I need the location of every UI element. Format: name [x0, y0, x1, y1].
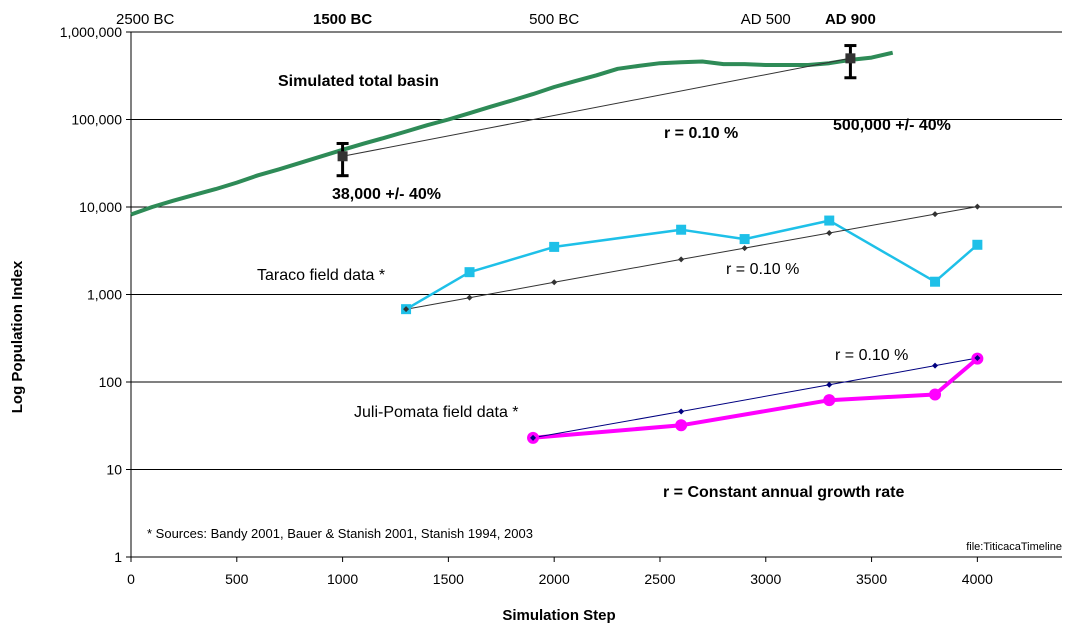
- data-point: [675, 419, 688, 432]
- y-tick-label: 100: [99, 374, 123, 390]
- y-tick-label: 10,000: [79, 199, 122, 215]
- series-line: [130, 50, 894, 217]
- estimate-point: [337, 151, 348, 162]
- annotation-taraco: Taraco field data *: [257, 267, 385, 284]
- annotation-r-taraco: r = 0.10 %: [726, 261, 799, 278]
- y-tick-label: 10: [106, 462, 122, 478]
- data-point: [929, 388, 942, 401]
- data-point: [676, 224, 687, 235]
- y-tick-labels: 1 10 100 1,000 10,000 100,000 1,000,000: [60, 24, 123, 565]
- data-point: [823, 394, 836, 407]
- top-era-label: 1500 BC: [313, 11, 372, 28]
- series-line: [532, 357, 978, 439]
- data-point: [972, 239, 983, 250]
- data-point: [826, 381, 833, 388]
- error-bars: [336, 44, 857, 178]
- x-tick-labels: 0 500 1000 1500 2000 2500 3000 3500 4000: [127, 571, 993, 587]
- data-point: [741, 245, 748, 252]
- annotation-estimate-1500bc: 38,000 +/- 40%: [332, 186, 441, 203]
- x-tick-label: 4000: [962, 571, 993, 587]
- annotation-juli: Juli-Pomata field data *: [354, 404, 519, 421]
- x-tick-label: 1000: [327, 571, 358, 587]
- x-tick-label: 500: [225, 571, 249, 587]
- top-era-label: 2500 BC: [116, 11, 175, 28]
- top-era-label: AD 500: [741, 11, 791, 28]
- data-point: [826, 230, 833, 237]
- data-point: [974, 203, 981, 210]
- data-point: [678, 408, 685, 415]
- data-point: [403, 306, 410, 313]
- data-point: [739, 234, 750, 245]
- x-tick-label: 3000: [750, 571, 781, 587]
- top-era-label: 500 BC: [529, 11, 579, 28]
- annotation-estimate-ad900: 500,000 +/- 40%: [833, 117, 951, 134]
- series-line: [342, 57, 851, 157]
- y-tick-label: 1,000,000: [60, 24, 122, 40]
- data-point: [678, 256, 685, 263]
- data-point: [824, 215, 835, 226]
- x-tick-label: 1500: [433, 571, 464, 587]
- data-point: [464, 267, 475, 278]
- data-point: [932, 362, 939, 369]
- annotation-r-juli: r = 0.10 %: [835, 347, 908, 364]
- series-line: [405, 219, 979, 311]
- annotation-basin: Simulated total basin: [278, 73, 439, 90]
- estimate-point: [845, 53, 856, 64]
- data-point: [549, 241, 560, 252]
- annotation-sources: * Sources: Bandy 2001, Bauer & Stanish 2…: [147, 526, 533, 541]
- x-axis-title: Simulation Step: [502, 607, 615, 624]
- data-point: [466, 294, 473, 301]
- x-tick-label: 2000: [539, 571, 570, 587]
- x-tick-label: 0: [127, 571, 135, 587]
- x-tick-label: 3500: [856, 571, 887, 587]
- series-line: [406, 206, 978, 310]
- data-point: [930, 276, 941, 287]
- y-axis-title: Log Population Index: [9, 260, 26, 413]
- x-tick-label: 2500: [644, 571, 675, 587]
- data-point: [932, 211, 939, 218]
- data-point: [530, 434, 537, 441]
- top-era-label: AD 900: [825, 11, 876, 28]
- y-tick-label: 1: [114, 549, 122, 565]
- top-era-labels: 2500 BC 1500 BC 500 BC AD 500 AD 900: [116, 11, 876, 28]
- data-point: [551, 279, 558, 286]
- data-points: [401, 203, 984, 444]
- grid-lines: [126, 31, 1062, 562]
- data-point: [974, 355, 981, 362]
- y-tick-label: 1,000: [87, 287, 122, 303]
- annotation-r-basin: r = 0.10 %: [664, 125, 738, 142]
- y-tick-label: 100,000: [71, 112, 122, 128]
- annotation-file: file:TiticacaTimeline: [966, 541, 1062, 553]
- annotation-growth-rate-definition: r = Constant annual growth rate: [663, 484, 904, 501]
